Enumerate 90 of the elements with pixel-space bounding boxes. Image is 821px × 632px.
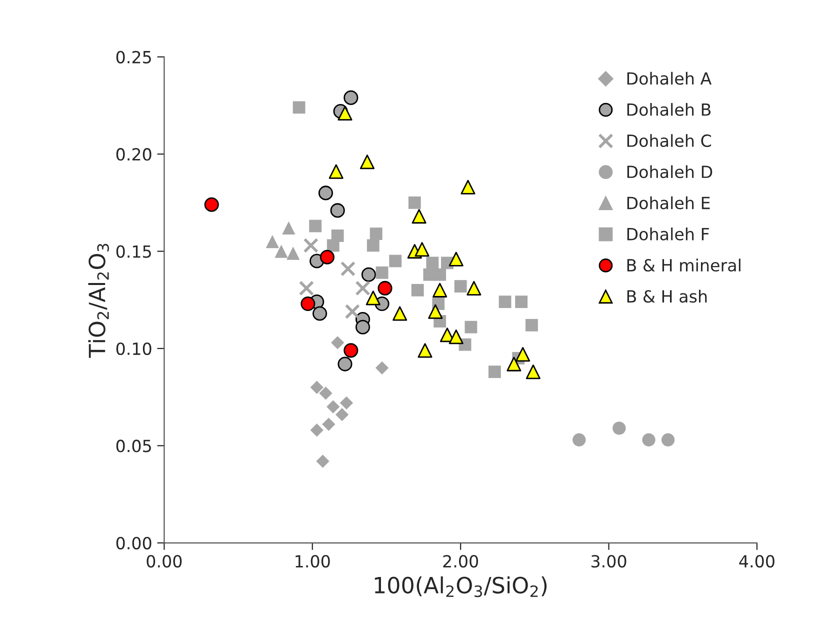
point [376, 266, 388, 279]
point [389, 254, 402, 268]
point [310, 380, 324, 394]
legend-label: Dohaleh B [627, 103, 711, 116]
point [526, 318, 538, 332]
legend-label: Dohaleh C [627, 134, 712, 148]
point [340, 396, 354, 410]
x-tick-label: 4.00 [739, 554, 774, 568]
point [340, 261, 356, 276]
point [338, 106, 352, 121]
point [498, 296, 512, 308]
point [378, 280, 392, 296]
point [328, 164, 344, 179]
point [370, 228, 382, 240]
point [320, 250, 334, 264]
point [464, 320, 478, 334]
y-tick-label: 0.15 [116, 245, 151, 258]
y-tick-label: 0.10 [116, 342, 152, 356]
x-tick-label: 0.00 [146, 554, 182, 568]
point [516, 347, 530, 362]
point [526, 364, 540, 380]
point [330, 336, 344, 350]
point [286, 246, 300, 260]
y-axis-title: TiO$_{2}$/Al$_{2}$O$_{3}$ [88, 244, 109, 358]
legend-label: Dohaleh A [627, 72, 712, 85]
legend-label: Dohaleh D [627, 165, 712, 178]
y-tick-label: 0.00 [116, 536, 152, 550]
x-axis-title: 100(Al$_{2}$O$_{3}$/SiO$_{2}$) [374, 576, 547, 598]
legend-label: B & H mineral [627, 258, 740, 272]
point [460, 180, 476, 194]
x-tick-label: 1.00 [296, 554, 330, 568]
point [432, 282, 448, 298]
y-tick-label: 0.20 [116, 148, 152, 161]
point [366, 290, 380, 306]
point [344, 90, 358, 105]
legend-label: Dohaleh F [627, 228, 709, 240]
point [361, 267, 376, 282]
point [316, 454, 330, 468]
point [326, 400, 340, 414]
point [312, 306, 328, 321]
point [298, 280, 314, 296]
point [414, 242, 430, 257]
legend-label: B & H ash [627, 290, 707, 303]
point [612, 422, 626, 435]
point [338, 356, 352, 372]
point [515, 296, 528, 308]
point [448, 330, 464, 344]
point [360, 154, 375, 170]
point [344, 343, 358, 358]
point [366, 239, 380, 252]
point [488, 366, 501, 378]
point [355, 280, 370, 296]
point [318, 186, 334, 200]
point [392, 306, 408, 321]
point [266, 234, 279, 248]
y-tick-label: 0.25 [116, 50, 151, 64]
point [572, 433, 586, 446]
point [466, 280, 482, 296]
point [322, 418, 336, 431]
point [309, 220, 322, 232]
point [326, 239, 340, 252]
point [426, 256, 439, 270]
x-tick-label: 3.00 [591, 554, 626, 568]
point [642, 433, 656, 446]
point [282, 221, 296, 235]
point [319, 386, 332, 400]
point [375, 361, 389, 375]
point [310, 424, 324, 437]
point [412, 209, 426, 224]
point [303, 238, 319, 254]
point [506, 356, 522, 372]
point [408, 196, 421, 209]
point [344, 304, 360, 320]
x-tick-label: 2.00 [443, 554, 478, 568]
y-tick-label: 0.05 [116, 440, 151, 452]
point [434, 268, 446, 281]
point [204, 197, 219, 212]
point [448, 252, 464, 266]
point [330, 203, 345, 218]
point [300, 296, 316, 312]
point [335, 408, 349, 422]
point [274, 244, 288, 258]
point [411, 284, 424, 296]
point [355, 320, 370, 334]
point [661, 433, 675, 446]
legend-label: Dohaleh E [627, 196, 710, 210]
point [428, 304, 443, 319]
point [418, 343, 432, 358]
point [454, 280, 467, 292]
point [292, 101, 306, 114]
